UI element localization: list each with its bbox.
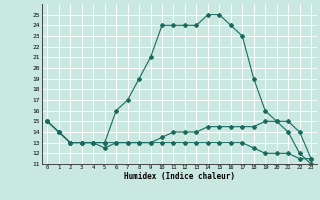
X-axis label: Humidex (Indice chaleur): Humidex (Indice chaleur) — [124, 172, 235, 181]
